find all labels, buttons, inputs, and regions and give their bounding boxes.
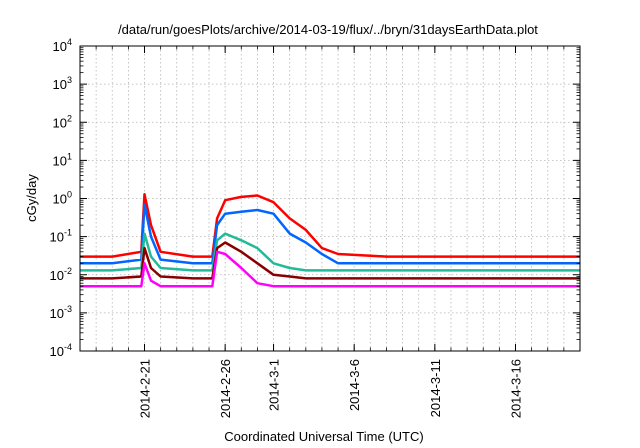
y-tick-exponent: -2 [64,266,72,276]
x-tick-label: 2014-3-16 [508,359,523,418]
y-tick-label: 102 [53,113,72,130]
y-tick-exponent: 3 [67,75,72,85]
y-tick-exponent: -4 [64,342,72,352]
y-tick-exponent: 0 [67,190,72,200]
y-tick-exponent: 2 [67,113,72,123]
x-tick-label: 2014-2-26 [218,359,233,418]
series-layer [80,192,580,288]
y-tick-exponent: -1 [64,228,72,238]
y-tick-label: 101 [53,151,72,168]
y-tick-exponent: 1 [67,151,72,161]
y-tick-label: 10-4 [50,342,72,359]
x-tick-label: 2014-3-1 [267,359,282,411]
series-line-2 [80,203,580,265]
y-tick-label: 100 [53,190,72,207]
series-line-5 [80,250,580,288]
series-line-1 [80,192,580,258]
chart-title: /data/run/goesPlots/archive/2014-03-19/f… [118,22,538,37]
grid [80,46,580,351]
series-line-3 [80,232,580,272]
x-tick-label: 2014-3-6 [347,359,362,411]
x-tick-label: 2014-3-11 [428,359,443,417]
y-axis-label: cGy/day [24,174,39,222]
y-tick-label: 104 [53,37,72,54]
y-tick-exponent: 4 [67,37,72,47]
tick-marks [79,45,581,352]
y-tick-label: 10-3 [50,304,72,321]
y-tick-exponent: -3 [64,304,72,314]
series-line-4 [80,241,580,280]
x-tick-labels: 2014-2-21 2014-2-26 2014-3-1 2014-3-6 2014-3… [138,359,524,418]
x-tick-label: 2014-2-21 [138,359,153,418]
y-tick-label: 10-1 [50,228,72,245]
y-tick-label: 10-2 [50,266,72,283]
y-tick-label: 103 [53,75,72,92]
x-axis-label: Coordinated Universal Time (UTC) [224,429,423,444]
